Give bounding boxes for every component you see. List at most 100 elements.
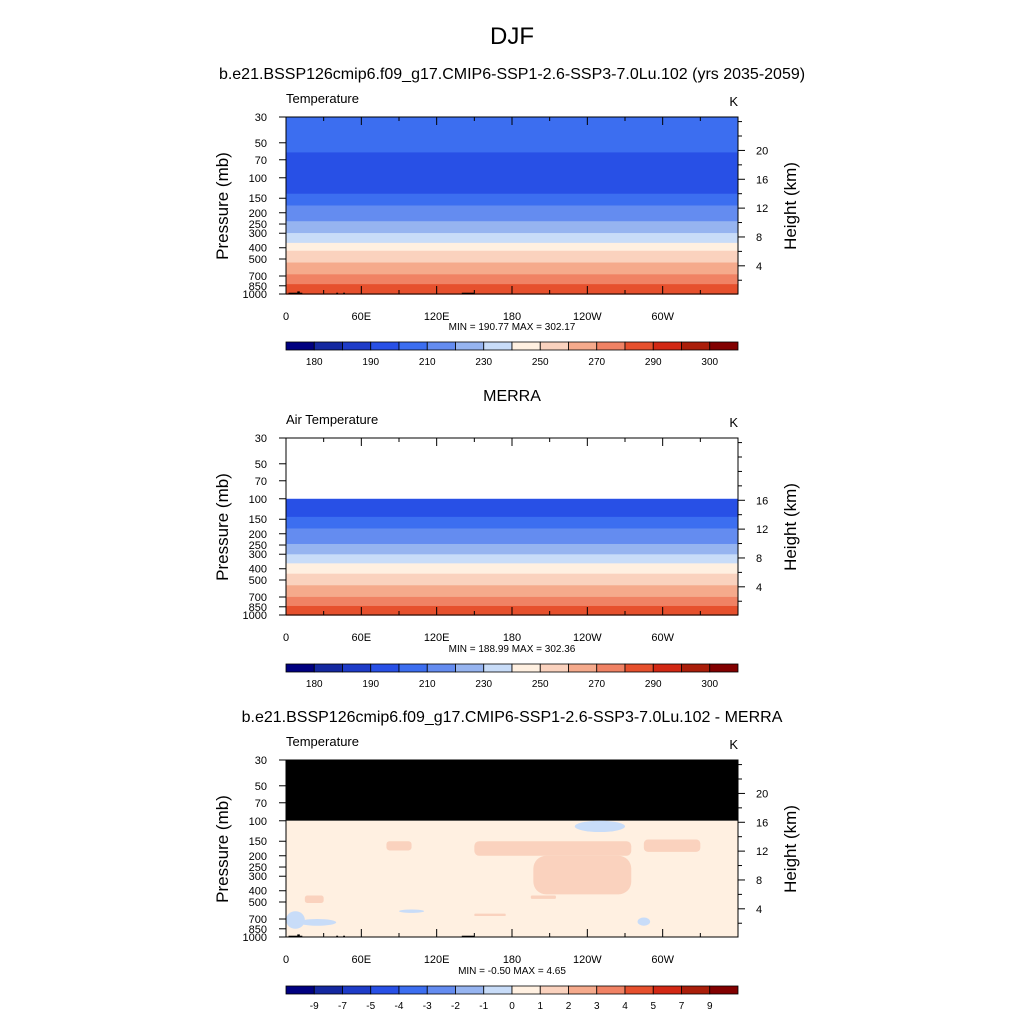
colorbar-label: 190 <box>362 357 379 368</box>
y-tick-label: 1000 <box>243 610 267 622</box>
colorbar-swatch <box>681 341 711 351</box>
colorbar-label: 4 <box>622 1001 628 1012</box>
panel-units: K <box>729 737 738 752</box>
x-tick-label: 120W <box>573 311 602 323</box>
contour-band <box>286 516 738 530</box>
contour-band <box>286 205 738 222</box>
colorbar-label: -4 <box>395 1001 404 1012</box>
colorbar-swatch <box>624 663 654 673</box>
y-tick-label: 700 <box>249 271 267 283</box>
y-tick-label: 100 <box>249 494 267 506</box>
contour-band <box>286 528 738 545</box>
colorbar-swatch <box>652 341 682 351</box>
colorbar-label: 9 <box>707 1001 713 1012</box>
y2-tick-label: 4 <box>756 904 762 916</box>
contour-region-warm <box>386 841 412 851</box>
y-tick-label: 850 <box>249 924 267 936</box>
contour-band <box>286 262 738 275</box>
y-tick-label: 250 <box>249 540 267 552</box>
y-tick-label: 200 <box>249 208 267 220</box>
colorbar-swatch <box>455 341 485 351</box>
y2-tick-label: 12 <box>756 203 768 215</box>
contour-region-cool <box>637 917 651 926</box>
panel-model: b.e21.BSSP126cmip6.f09_g17.CMIP6-SSP1-2.… <box>213 66 805 368</box>
x-tick-label: 60W <box>651 632 674 644</box>
missing-data-block <box>461 292 475 294</box>
colorbar-label: 2 <box>566 1001 572 1012</box>
colorbar-label: 190 <box>362 679 379 690</box>
colorbar-swatch <box>681 663 711 673</box>
y2-tick-label: 4 <box>756 261 762 273</box>
colorbar-swatch <box>370 985 400 995</box>
y2-tick-label: 16 <box>756 495 768 507</box>
colorbar-label: 230 <box>475 357 492 368</box>
contour-region-cool <box>574 820 626 833</box>
colorbar-swatch <box>342 663 372 673</box>
missing-data-block <box>336 935 339 937</box>
x-tick-label: 120E <box>424 632 450 644</box>
contour-band <box>286 563 738 575</box>
y2-tick-label: 16 <box>756 174 768 186</box>
y-tick-label: 300 <box>249 549 267 561</box>
colorbar-label: 290 <box>645 357 662 368</box>
contour-region-cool <box>286 911 305 929</box>
x-tick-label: 120W <box>573 954 602 966</box>
colorbar-swatch <box>313 341 343 351</box>
colorbar-swatch <box>511 341 541 351</box>
x-tick-label: 180 <box>503 954 521 966</box>
contour-region-warm <box>530 895 556 899</box>
colorbar-swatch <box>596 663 626 673</box>
y-tick-label: 150 <box>249 193 267 205</box>
x-tick-label: 0 <box>283 311 289 323</box>
x-tick-label: 60E <box>352 632 372 644</box>
colorbar: -9 -7 -5 -4 -3 -2 -1 0 1 2 3 4 5 7 9 <box>285 985 739 1012</box>
colorbar-swatch <box>426 663 456 673</box>
colorbar-swatch <box>426 341 456 351</box>
contour-region-cool <box>298 918 337 926</box>
y-tick-label: 100 <box>249 173 267 185</box>
y-tick-label: 700 <box>249 592 267 604</box>
colorbar-swatch <box>511 663 541 673</box>
missing-data-block <box>343 292 346 294</box>
x-tick-label: 180 <box>503 311 521 323</box>
x-tick-label: 60E <box>352 954 372 966</box>
contour-band <box>286 596 738 607</box>
colorbar-swatch <box>483 663 513 673</box>
y-tick-label: 1000 <box>243 289 267 301</box>
colorbar-label: 270 <box>588 679 605 690</box>
y-tick-label: 70 <box>255 155 267 167</box>
colorbar-swatch <box>709 663 739 673</box>
contour-region-cool <box>399 909 425 913</box>
colorbar-swatch <box>539 341 569 351</box>
colorbar-label: 7 <box>679 1001 685 1012</box>
panel-left-label: Temperature <box>286 734 359 749</box>
colorbar: 180 190 210 230 250 270 290 300 <box>285 663 739 690</box>
y2-axis-label: Height (km) <box>781 805 800 893</box>
colorbar-swatch <box>596 341 626 351</box>
colorbar-label: -5 <box>366 1001 375 1012</box>
y-tick-label: 50 <box>255 781 267 793</box>
contour-region-warm <box>643 839 701 852</box>
colorbar-swatch <box>370 341 400 351</box>
panel-diff: b.e21.BSSP126cmip6.f09_g17.CMIP6-SSP1-2.… <box>213 709 800 1012</box>
colorbar-swatch <box>370 663 400 673</box>
y-tick-label: 300 <box>249 228 267 240</box>
colorbar-label: 300 <box>701 679 718 690</box>
x-tick-label: 180 <box>503 632 521 644</box>
y-tick-label: 30 <box>255 433 267 445</box>
colorbar-label: 290 <box>645 679 662 690</box>
contour-band <box>286 221 738 234</box>
colorbar-label: 300 <box>701 357 718 368</box>
y-tick-label: 30 <box>255 755 267 767</box>
y2-tick-label: 8 <box>756 875 762 887</box>
contour-region-warm <box>304 895 324 904</box>
colorbar-swatch <box>652 663 682 673</box>
y-tick-label: 200 <box>249 529 267 541</box>
colorbar-label: -2 <box>451 1001 460 1012</box>
colorbar-swatch <box>426 985 456 995</box>
colorbar-label: 3 <box>594 1001 600 1012</box>
colorbar-label: 270 <box>588 357 605 368</box>
y-tick-label: 300 <box>249 871 267 883</box>
colorbar-swatch <box>624 341 654 351</box>
